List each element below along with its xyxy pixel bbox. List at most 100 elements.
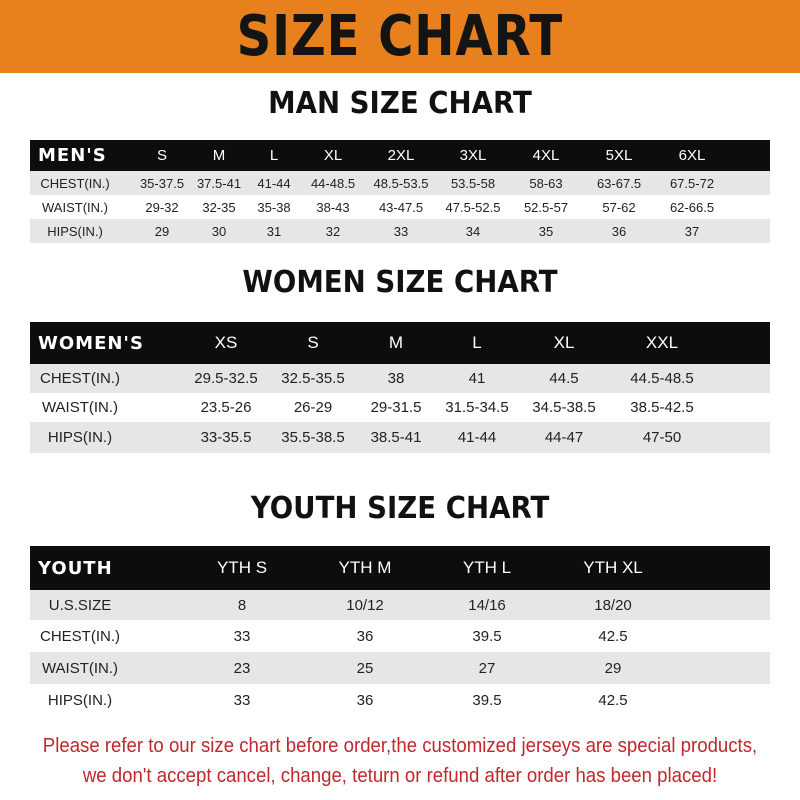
measurement-cell: 38.5-42.5 xyxy=(630,399,694,416)
youth-header-label: YOUTH xyxy=(38,557,113,579)
table-row: WAIST(IN.) 29-32 32-35 35-38 38-43 43-47.5 47.… xyxy=(30,195,770,219)
measurement-cell: 42.5 xyxy=(598,691,628,709)
measurement-cell: 44-48.5 xyxy=(310,175,356,191)
measurement-cell: 57-62 xyxy=(602,199,636,215)
measurement-cell: 35.5-38.5 xyxy=(281,429,345,446)
measurement-cell: 52.5-57 xyxy=(523,199,569,215)
size-column-header: S xyxy=(307,333,319,352)
row-label: U.S.SIZE xyxy=(48,596,112,614)
measurement-cell: 44-47 xyxy=(544,429,584,446)
measurement-cell: 67.5-72 xyxy=(669,175,715,191)
measurement-cell: 37.5-41 xyxy=(196,175,242,191)
measurement-cell: 33-35.5 xyxy=(200,429,252,446)
size-chart-banner: SIZE CHART xyxy=(0,0,800,73)
size-column-header: S xyxy=(156,147,168,164)
row-label: WAIST(IN.) xyxy=(41,399,119,416)
table-row: HIPS(IN.) 33 36 39.5 42.5 xyxy=(30,684,770,716)
measurement-cell: 29-31.5 xyxy=(370,399,422,416)
size-column-header: XS xyxy=(214,333,238,352)
measurement-cell: 30 xyxy=(211,223,227,239)
measurement-cell: 32.5-35.5 xyxy=(281,370,345,387)
measurement-cell: 25 xyxy=(356,659,374,677)
measurement-cell: 41 xyxy=(468,370,486,387)
size-column-header: 5XL xyxy=(605,147,633,164)
measurement-cell: 33 xyxy=(233,627,251,645)
size-column-header: 3XL xyxy=(459,147,487,164)
measurement-cell: 39.5 xyxy=(472,627,502,645)
table-row: WAIST(IN.) 23.5-26 26-29 29-31.5 31.5-34.5 34… xyxy=(30,393,770,422)
measurement-cell: 27 xyxy=(478,659,496,677)
table-row: CHEST(IN.) 29.5-32.5 32.5-35.5 38 41 44.5 44.5… xyxy=(30,364,770,393)
measurement-cell: 32 xyxy=(325,223,341,239)
size-column-header: XL xyxy=(323,147,343,164)
measurement-cell: 31 xyxy=(266,223,282,239)
men-size-table: MEN'S S M L XL 2XL 3XL 4XL 5XL 6XL CHEST(IN.) 35-37… xyxy=(30,140,770,243)
women-header-label: WOMEN'S xyxy=(38,332,144,354)
youth-size-table: YOUTH YTH S YTH M YTH L YTH XL U.S.SIZE 8 10/12… xyxy=(30,546,770,716)
size-column-header: 6XL xyxy=(678,147,706,164)
measurement-cell: 43-47.5 xyxy=(378,199,424,215)
size-column-header: YTH XL xyxy=(583,558,643,577)
measurement-cell: 62-66.5 xyxy=(669,199,715,215)
measurement-cell: 29 xyxy=(604,659,622,677)
measurement-cell: 58-63 xyxy=(529,175,563,191)
size-column-header: YTH M xyxy=(338,558,392,577)
row-label: HIPS(IN.) xyxy=(47,691,113,709)
table-row: HIPS(IN.) 29 30 31 32 33 34 35 36 37 xyxy=(30,219,770,243)
measurement-cell: 23 xyxy=(233,659,251,677)
size-column-header: XXL xyxy=(645,333,679,352)
row-label: HIPS(IN.) xyxy=(47,223,103,239)
men-section-title: MAN SIZE CHART xyxy=(268,86,532,121)
size-column-header: M xyxy=(388,333,404,352)
size-column-header: YTH S xyxy=(216,558,268,577)
table-row: CHEST(IN.) 35-37.5 37.5-41 41-44 44-48.5 48.5… xyxy=(30,171,770,195)
size-column-header: 4XL xyxy=(532,147,560,164)
measurement-cell: 29-32 xyxy=(145,199,179,215)
measurement-cell: 42.5 xyxy=(598,627,628,645)
measurement-cell: 32-35 xyxy=(202,199,236,215)
women-section-title: WOMEN SIZE CHART xyxy=(242,265,558,300)
measurement-cell: 38-43 xyxy=(316,199,350,215)
table-row: U.S.SIZE 8 10/12 14/16 18/20 xyxy=(30,590,770,620)
measurement-cell: 44.5-48.5 xyxy=(630,370,694,387)
measurement-cell: 35-37.5 xyxy=(139,175,185,191)
measurement-cell: 35 xyxy=(538,223,554,239)
measurement-cell: 38.5-41 xyxy=(370,429,422,446)
table-row: WAIST(IN.) 23 25 27 29 xyxy=(30,652,770,684)
youth-header-row: YOUTH YTH S YTH M YTH L YTH XL xyxy=(30,546,770,590)
measurement-cell: 23.5-26 xyxy=(200,399,252,416)
measurement-cell: 29 xyxy=(154,223,170,239)
row-label: WAIST(IN.) xyxy=(41,659,119,677)
row-label: HIPS(IN.) xyxy=(47,429,113,446)
size-column-header: M xyxy=(212,147,226,164)
row-label: CHEST(IN.) xyxy=(40,370,120,387)
measurement-cell: 44.5 xyxy=(549,370,579,387)
measurement-cell: 26-29 xyxy=(293,399,333,416)
measurement-cell: 10/12 xyxy=(346,596,384,614)
measurement-cell: 34.5-38.5 xyxy=(532,399,596,416)
measurement-cell: 36 xyxy=(611,223,627,239)
size-column-header: L xyxy=(269,147,279,164)
measurement-cell: 48.5-53.5 xyxy=(373,175,429,191)
notice-line-1: Please refer to our size chart before or… xyxy=(42,735,758,757)
measurement-cell: 29.5-32.5 xyxy=(194,370,258,387)
row-label: WAIST(IN.) xyxy=(42,199,108,215)
page-title: SIZE CHART xyxy=(236,4,564,69)
measurement-cell: 18/20 xyxy=(594,596,632,614)
row-label: CHEST(IN.) xyxy=(40,627,120,645)
measurement-cell: 41-44 xyxy=(257,175,291,191)
measurement-cell: 37 xyxy=(684,223,700,239)
women-header-row: WOMEN'S XS S M L XL XXL xyxy=(30,322,770,364)
measurement-cell: 53.5-58 xyxy=(450,175,496,191)
table-row: CHEST(IN.) 33 36 39.5 42.5 xyxy=(30,620,770,652)
measurement-cell: 35-38 xyxy=(257,199,291,215)
measurement-cell: 36 xyxy=(356,627,374,645)
women-size-table: WOMEN'S XS S M L XL XXL CHEST(IN.) 29.5-32.5 32.5… xyxy=(30,322,770,453)
measurement-cell: 63-67.5 xyxy=(596,175,642,191)
men-header-label: MEN'S xyxy=(38,145,107,166)
measurement-cell: 14/16 xyxy=(468,596,506,614)
measurement-cell: 47.5-52.5 xyxy=(445,199,501,215)
size-column-header: L xyxy=(472,333,482,352)
size-column-header: XL xyxy=(553,333,575,352)
measurement-cell: 33 xyxy=(393,223,409,239)
